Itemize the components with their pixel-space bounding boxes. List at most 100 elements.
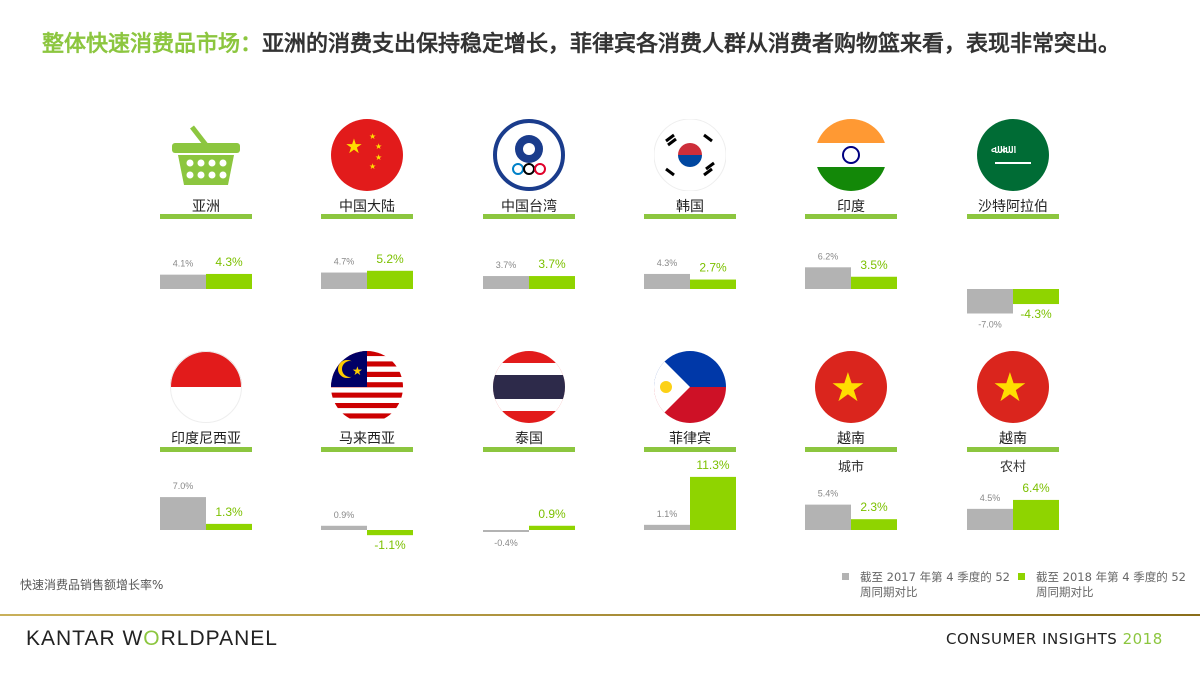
consumer-insights-label: CONSUMER INSIGHTS 2018 [946,630,1163,648]
label-underline [321,214,413,219]
label-underline [160,214,252,219]
bar-2017 [644,273,690,289]
bar-2017 [160,497,206,530]
bar-2018 [529,525,575,530]
label-underline [160,447,252,452]
value-label-2017: 4.1% [173,259,194,269]
value-label-2018: 5.2% [376,252,404,266]
bar-group: 1.1% 11.3% [644,458,736,530]
label-underline [483,447,575,452]
panel-label: 亚洲 [192,199,220,215]
indonesia-flag-icon [170,351,242,423]
bar-group: 7.0% 1.3% [160,481,252,530]
bar-group: 4.3% 2.7% [644,258,736,289]
value-label-2017: -0.4% [494,538,518,548]
shopping-basket-icon [172,125,240,185]
panel-label: 印度 [837,199,865,215]
bar-2018 [1013,289,1059,305]
svg-text:★: ★ [345,134,363,158]
bar-2017 [160,274,206,289]
label-underline [967,447,1059,452]
value-label-2018: -1.1% [374,538,406,552]
value-label-2018: 2.7% [699,261,727,275]
value-label-2017: 0.9% [334,510,355,520]
value-label-2018: 1.3% [215,505,243,519]
philippines-flag-icon [654,351,726,423]
bar-2018 [206,273,252,289]
bar-2018 [367,270,413,289]
value-label-2018: 3.5% [860,258,888,272]
bar-2018 [1013,499,1059,530]
value-label-2017: -7.0% [978,320,1002,330]
bar-2017 [321,272,367,289]
bar-group: -7.0% -4.3% [967,289,1059,330]
bar-2017 [967,289,1013,314]
svg-text:★: ★ [369,162,376,171]
panel-label: 菲律宾 [669,431,711,447]
kantar-worldpanel-logo: KANTAR WORLDPANEL [26,627,278,650]
bar-2017 [321,525,367,530]
bar-group: 4.1% 4.3% [160,255,252,289]
saudi-flag-icon: ﷲ ﷲ [977,119,1049,191]
bar-2017 [805,504,851,530]
value-label-2018: 0.9% [538,507,566,521]
label-underline [805,447,897,452]
panel-sublabel: 城市 [837,460,864,475]
bar-group: 6.2% 3.5% [805,251,897,289]
bar-2018 [690,476,736,530]
value-label-2017: 4.3% [657,258,678,268]
bar-2017 [483,530,529,532]
bar-2018 [851,519,897,530]
label-underline [805,214,897,219]
panel-label: 沙特阿拉伯 [978,199,1048,215]
y-axis-label: 快速消费品销售额增长率% [20,578,164,592]
svg-text:★: ★ [375,153,382,162]
panel-label: 马来西亚 [339,431,395,447]
vietnam-flag-icon: ★ [815,351,887,423]
page-title: 整体快速消费品市场：亚洲的消费支出保持稳定增长，菲律宾各消费人群从消费者购物篮来… [42,32,1121,57]
value-label-2017: 4.7% [334,257,355,267]
panel-label: 泰国 [515,431,543,447]
value-label-2018: 3.7% [538,257,566,271]
bar-2017 [967,508,1013,530]
bar-group: 0.9% -1.1% [321,510,413,552]
vietnam-flag-icon: ★ [977,351,1049,423]
panel-label: 韩国 [676,199,704,215]
svg-text:★: ★ [369,132,376,141]
svg-text:★: ★ [830,365,866,411]
svg-text:★: ★ [992,365,1028,411]
value-label-2017: 3.7% [496,260,517,270]
bar-group: 3.7% 3.7% [483,257,575,289]
taiwan-emblem-icon [493,119,565,191]
malaysia-flag-icon: ★ [331,351,403,423]
bar-group: 4.5% 6.4% [967,481,1059,530]
value-label-2018: -4.3% [1020,307,1052,321]
china-flag-icon: ★ ★★★★ [331,119,403,191]
label-underline [321,447,413,452]
bar-group: 5.4% 2.3% [805,489,897,530]
bar-2017 [805,267,851,289]
value-label-2017: 6.2% [818,251,839,261]
svg-text:★: ★ [375,142,382,151]
value-label-2017: 4.5% [980,493,1001,503]
bar-2018 [690,279,736,289]
bar-2018 [851,276,897,289]
value-label-2017: 1.1% [657,509,678,519]
panel-label: 中国大陆 [339,199,395,215]
bar-2017 [644,524,690,530]
label-underline [644,447,736,452]
panel-label: 印度尼西亚 [171,431,241,447]
legend-2018: 截至 2018 年第 4 季度的 52周同期对比 [1018,570,1186,600]
legend-2017: 截至 2017 年第 4 季度的 52周同期对比 [842,570,1010,600]
bar-2017 [483,276,529,289]
panel-label: 越南 [837,431,865,447]
korea-flag-icon [654,119,726,191]
value-label-2018: 6.4% [1022,481,1050,495]
bar-group: -0.4% 0.9% [483,507,575,548]
value-label-2017: 7.0% [173,481,194,491]
value-label-2017: 5.4% [818,489,839,499]
svg-text:★: ★ [352,364,363,378]
bar-2018 [529,276,575,289]
panel-sublabel: 农村 [999,460,1026,475]
label-underline [644,214,736,219]
